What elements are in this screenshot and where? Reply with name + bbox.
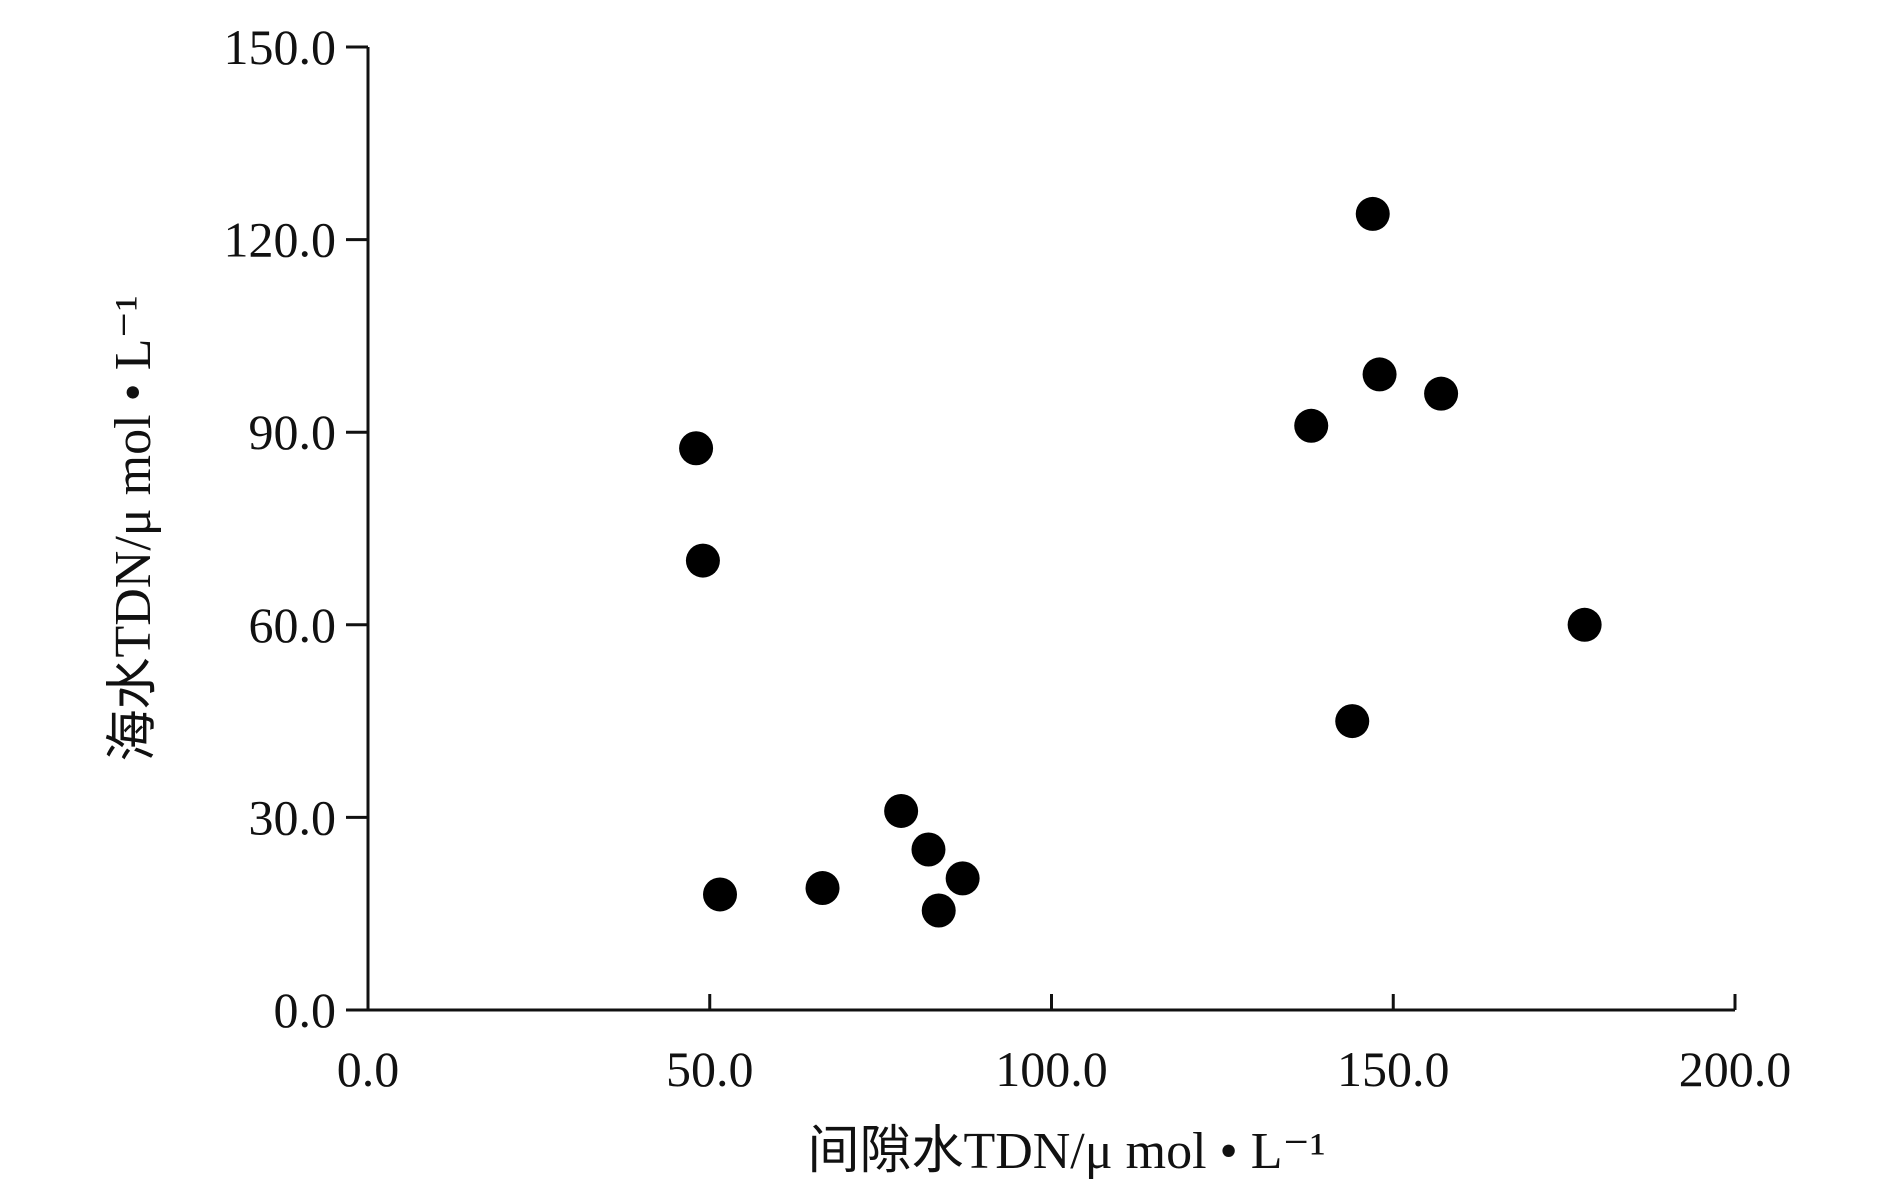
- y-tick-label: 120.0: [224, 212, 337, 268]
- data-point: [921, 893, 956, 928]
- x-axis-title: 间隙水TDN/μ mol • L⁻¹: [807, 1123, 1325, 1180]
- data-point: [945, 861, 980, 896]
- data-points: [679, 196, 1602, 928]
- data-point: [805, 871, 840, 906]
- x-tick-label: 50.0: [666, 1041, 754, 1097]
- y-tick-label: 60.0: [249, 597, 337, 653]
- data-point: [1362, 357, 1397, 392]
- data-point: [1294, 408, 1329, 443]
- y-tick-label: 90.0: [249, 404, 337, 460]
- x-tick-label: 200.0: [1679, 1041, 1792, 1097]
- x-tick-label: 100.0: [995, 1041, 1108, 1097]
- data-point: [679, 431, 714, 466]
- x-ticks: 0.0 50.0 100.0 150.0 200.0: [337, 994, 1792, 1097]
- data-point: [884, 793, 919, 828]
- data-point: [685, 543, 720, 578]
- data-point: [911, 832, 946, 867]
- data-point: [1335, 704, 1370, 739]
- data-point: [703, 877, 738, 912]
- y-axis-title: 海水TDN/μ mol • L⁻¹: [105, 295, 162, 761]
- x-tick-label: 0.0: [337, 1041, 400, 1097]
- y-tick-label: 150.0: [224, 19, 337, 75]
- x-tick-label: 150.0: [1337, 1041, 1450, 1097]
- axes: [366, 47, 1735, 1012]
- data-point: [1567, 607, 1602, 642]
- y-tick-label: 0.0: [274, 982, 337, 1038]
- data-point: [1424, 376, 1459, 411]
- y-ticks: 0.0 30.0 60.0 90.0 120.0 150.0: [224, 19, 368, 1038]
- y-tick-label: 30.0: [249, 789, 337, 845]
- data-point: [1355, 196, 1390, 231]
